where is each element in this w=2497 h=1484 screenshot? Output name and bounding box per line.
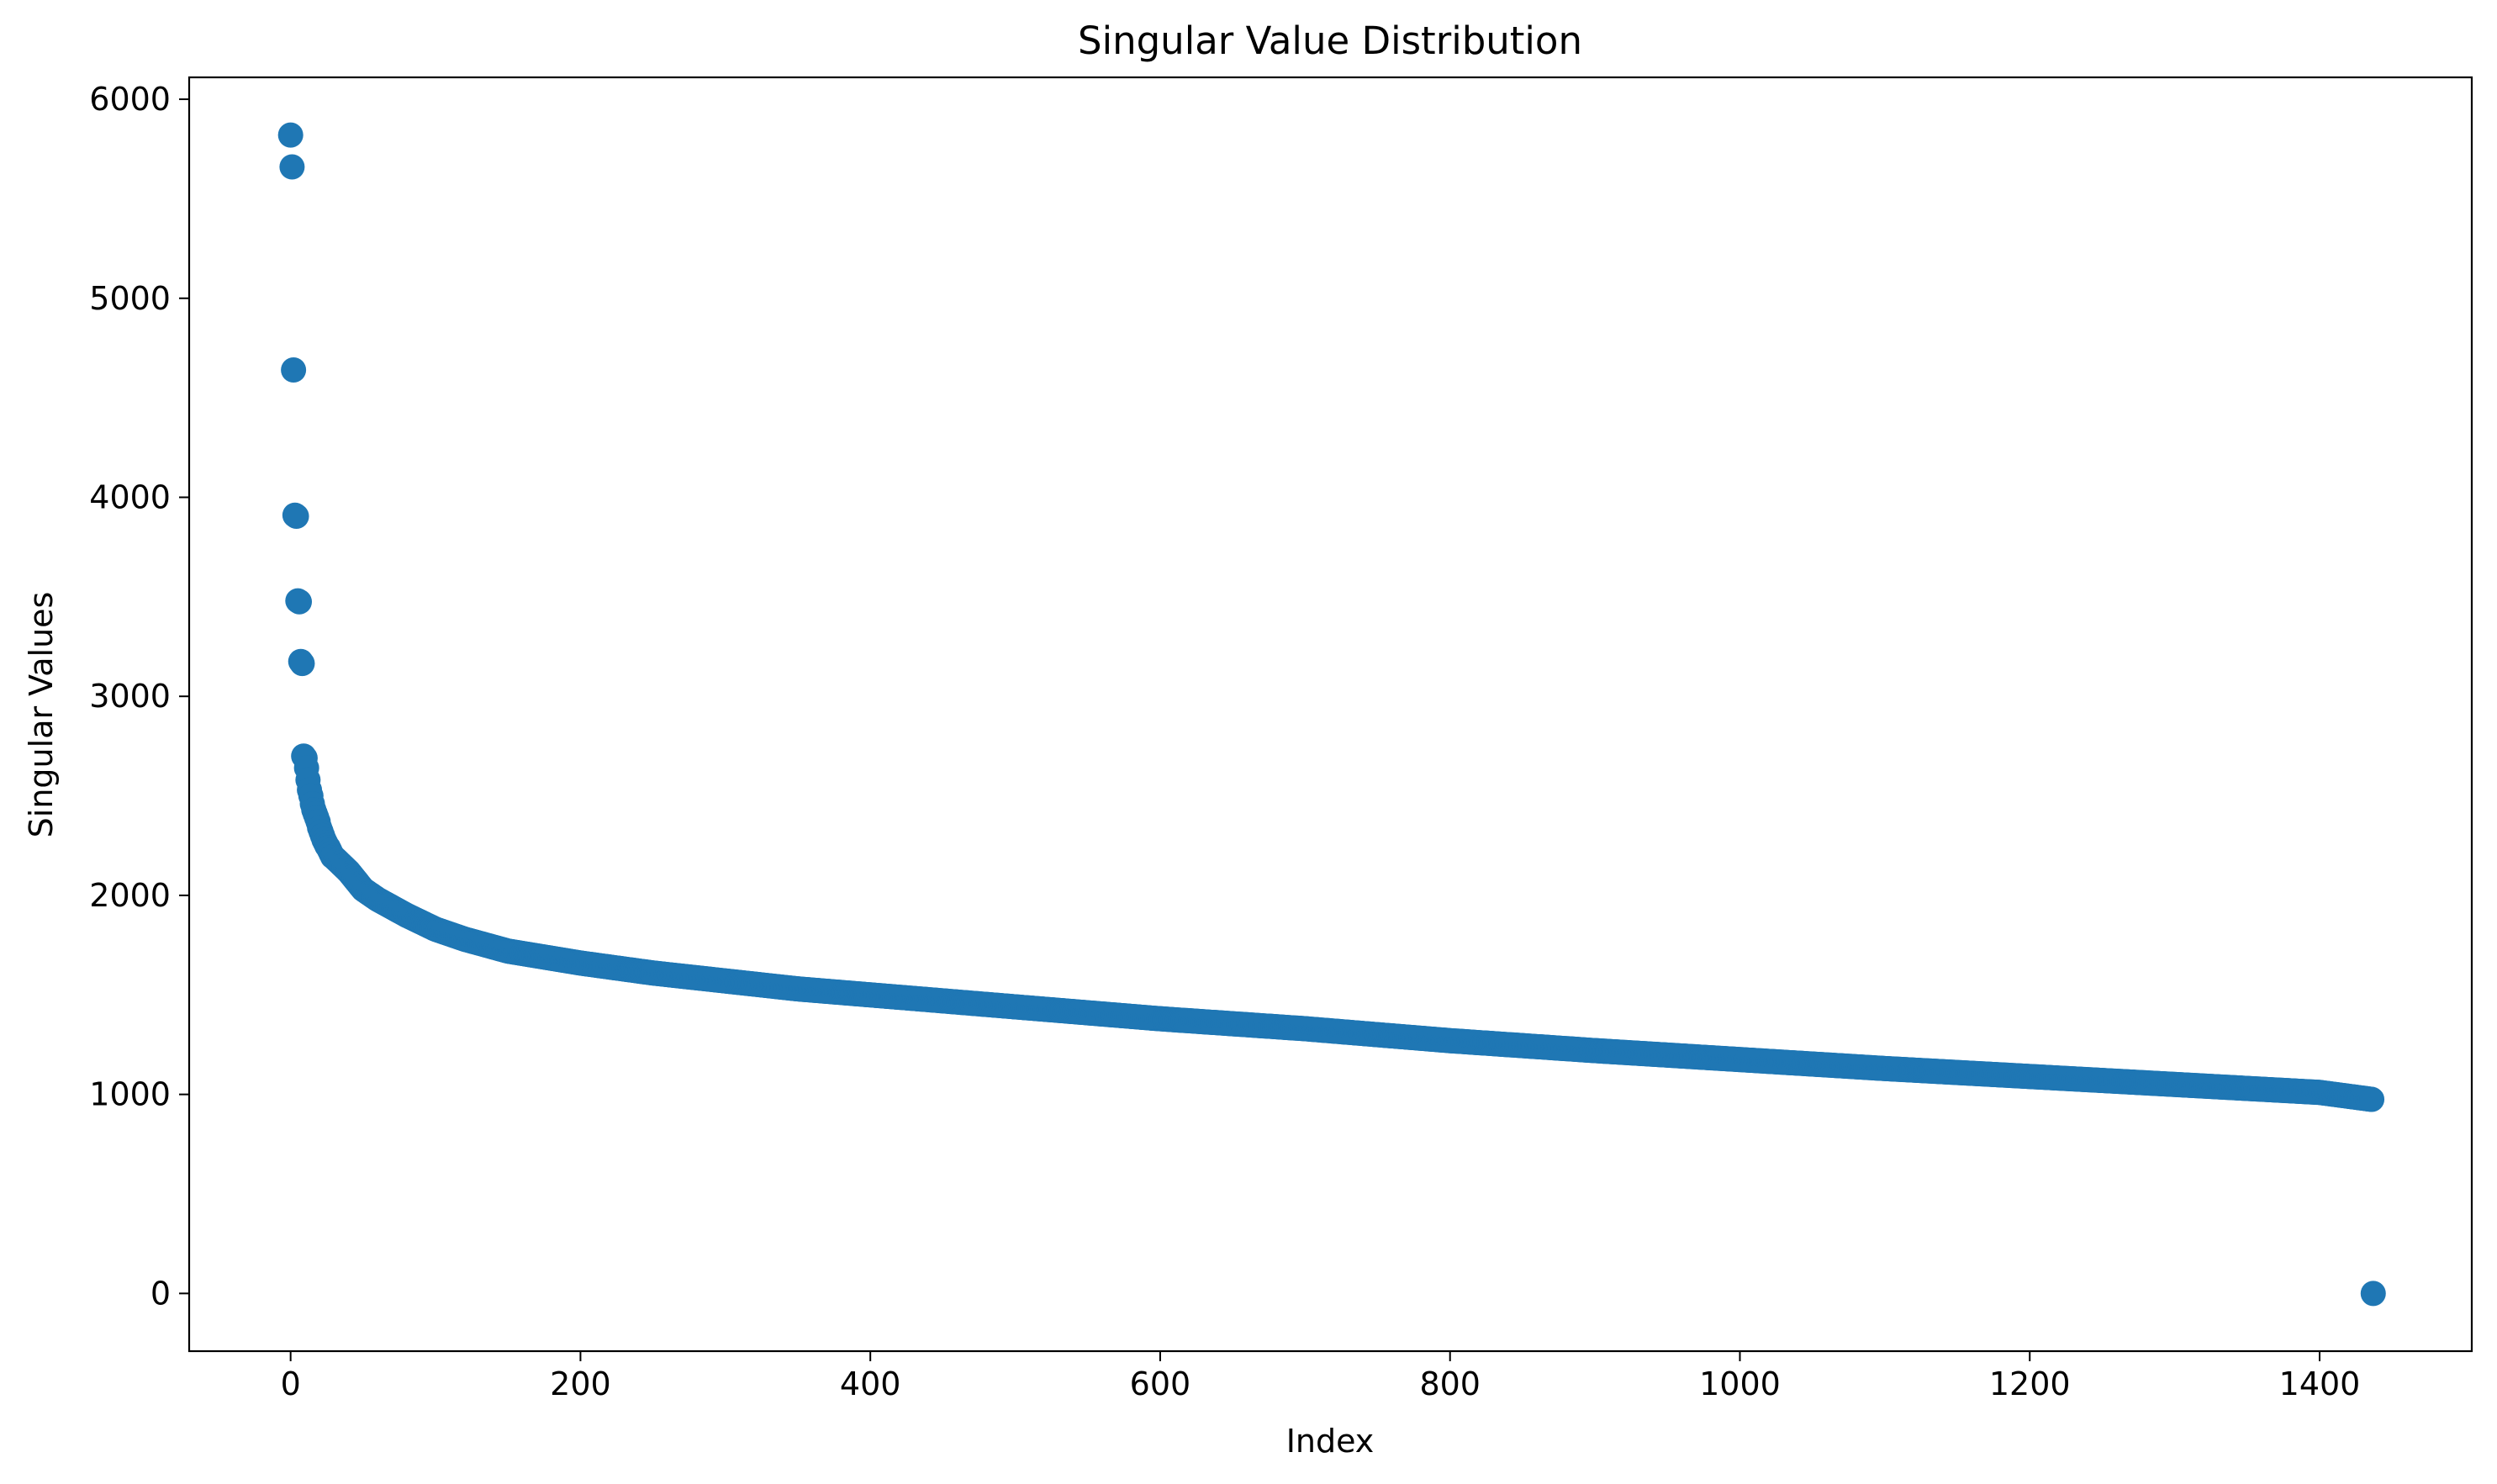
x-axis-label: Index <box>1286 1423 1375 1460</box>
data-point <box>287 589 313 615</box>
x-tick-label: 1200 <box>1989 1365 2071 1402</box>
x-tick-label: 0 <box>281 1365 301 1402</box>
plot-frame <box>187 76 2473 1353</box>
x-tick-label: 1400 <box>2279 1365 2361 1402</box>
y-tick-label: 1000 <box>89 1076 171 1113</box>
data-point <box>283 503 309 529</box>
x-tick-label: 800 <box>1419 1365 1481 1402</box>
x-tick-label: 600 <box>1130 1365 1191 1402</box>
x-tick-label: 1000 <box>1699 1365 1781 1402</box>
chart-title: Singular Value Distribution <box>1078 18 1582 63</box>
y-tick-label: 4000 <box>89 478 171 515</box>
data-point <box>277 122 304 148</box>
data-point <box>2359 1086 2385 1112</box>
y-axis: 0 1000 2000 3000 4000 5000 6000 <box>89 81 189 1312</box>
y-tick-label: 3000 <box>89 678 171 715</box>
y-tick-label: 5000 <box>89 280 171 317</box>
scatter-points <box>277 122 2386 1307</box>
y-tick-label: 2000 <box>89 877 171 914</box>
x-tick-label: 200 <box>550 1365 611 1402</box>
y-axis-label: Singular Values <box>23 592 60 838</box>
x-axis: 0 200 400 600 800 1000 1200 1400 <box>281 1351 2361 1402</box>
y-tick-label: 6000 <box>89 81 171 118</box>
data-point <box>279 154 305 180</box>
x-tick-label: 400 <box>840 1365 901 1402</box>
data-point <box>289 651 315 677</box>
y-tick-label: 0 <box>150 1275 171 1312</box>
data-point <box>281 356 307 383</box>
data-point <box>2360 1281 2386 1307</box>
